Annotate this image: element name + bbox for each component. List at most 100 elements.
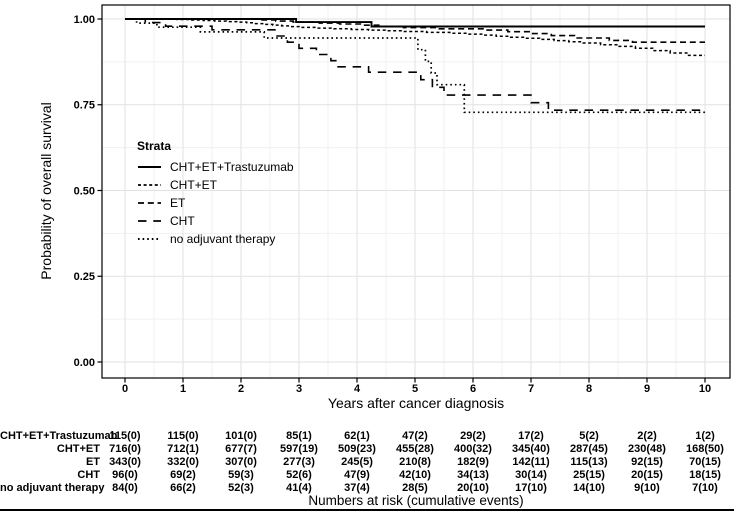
risk-cell: 42(10) bbox=[399, 469, 431, 481]
risk-cell: 85(1) bbox=[286, 430, 312, 442]
figure-bottom-border bbox=[0, 509, 734, 511]
risk-cell: 62(1) bbox=[344, 430, 370, 442]
legend-item-cht-et: CHT+ET bbox=[137, 176, 294, 194]
x-tick-label: 2 bbox=[238, 383, 244, 395]
y-tick-label: 0.25 bbox=[74, 271, 95, 283]
y-tick-label: 0.00 bbox=[74, 357, 95, 369]
risk-row-label-et: ET bbox=[85, 456, 100, 468]
risk-cell: 66(2) bbox=[170, 482, 196, 494]
risk-cell: 34(13) bbox=[457, 469, 489, 481]
x-axis-title: Years after cancer diagnosis bbox=[327, 395, 505, 411]
legend-label: no adjuvant therapy bbox=[170, 232, 276, 246]
risk-cell: 287(45) bbox=[570, 443, 608, 455]
risk-cell: 47(2) bbox=[402, 430, 428, 442]
risk-cell: 70(15) bbox=[689, 456, 721, 468]
risk-cell: 677(7) bbox=[225, 443, 257, 455]
risk-cell: 20(10) bbox=[457, 482, 489, 494]
legend-item-cht: CHT bbox=[137, 212, 294, 230]
risk-cell: 455(28) bbox=[396, 443, 434, 455]
risk-row-label-cht: CHT bbox=[77, 469, 100, 481]
x-tick-label: 0 bbox=[122, 383, 128, 395]
curve-cht-et-trastuzumab bbox=[125, 18, 705, 28]
risk-cell: 52(3) bbox=[228, 482, 254, 494]
panel-border bbox=[101, 4, 731, 379]
risk-cell: 168(50) bbox=[686, 443, 724, 455]
y-tick-label: 1.00 bbox=[74, 14, 95, 26]
risk-cell: 307(0) bbox=[225, 456, 257, 468]
risk-cell: 245(5) bbox=[341, 456, 373, 468]
legend-label: ET bbox=[170, 196, 186, 210]
legend-title: Strata bbox=[137, 139, 172, 153]
risk-cell: 29(2) bbox=[460, 430, 486, 442]
risk-cell: 182(9) bbox=[457, 456, 489, 468]
risk-cell: 17(2) bbox=[518, 430, 544, 442]
y-tick-label: 0.75 bbox=[74, 100, 95, 112]
legend-label: CHT+ET+Trastuzumab bbox=[170, 160, 294, 174]
risk-cell: 7(10) bbox=[692, 482, 718, 494]
legend-label: CHT bbox=[170, 214, 195, 228]
risk-cell: 30(14) bbox=[515, 469, 547, 481]
risk-cell: 400(32) bbox=[454, 443, 492, 455]
risk-cell: 277(3) bbox=[283, 456, 315, 468]
risk-row-label-cht-et-trastuzumab: CHT+ET+Trastuzumab bbox=[0, 430, 118, 442]
curve-no-adjuvant-therapy bbox=[125, 18, 705, 114]
risk-cell: 1(2) bbox=[695, 430, 715, 442]
legend-label: CHT+ET bbox=[170, 178, 218, 192]
risk-cell: 142(11) bbox=[512, 456, 550, 468]
risk-cell: 17(10) bbox=[515, 482, 547, 494]
x-tick-label: 6 bbox=[470, 383, 476, 395]
risk-cell: 115(0) bbox=[167, 430, 199, 442]
risk-cell: 712(1) bbox=[167, 443, 199, 455]
risk-table-caption: Numbers at risk (cumulative events) bbox=[308, 493, 524, 508]
x-tick-label: 3 bbox=[296, 383, 302, 395]
x-tick-label: 9 bbox=[644, 383, 650, 395]
risk-row-label-cht-et: CHT+ET bbox=[56, 443, 100, 455]
legend-item-et: ET bbox=[137, 194, 294, 212]
risk-cell: 345(40) bbox=[512, 443, 550, 455]
risk-cell: 332(0) bbox=[167, 456, 199, 468]
risk-cell: 509(23) bbox=[338, 443, 376, 455]
risk-cell: 41(4) bbox=[286, 482, 312, 494]
legend-item-cht-et-trastuzumab: CHT+ET+Trastuzumab bbox=[137, 158, 294, 176]
risk-cell: 5(2) bbox=[579, 430, 599, 442]
risk-cell: 84(0) bbox=[112, 482, 138, 494]
risk-cell: 20(15) bbox=[631, 469, 663, 481]
x-tick-label: 8 bbox=[586, 383, 592, 395]
risk-cell: 115(13) bbox=[570, 456, 608, 468]
curve-et bbox=[125, 18, 705, 43]
risk-cell: 59(3) bbox=[228, 469, 254, 481]
risk-cell: 14(10) bbox=[573, 482, 605, 494]
x-tick-label: 7 bbox=[528, 383, 534, 395]
risk-cell: 230(48) bbox=[628, 443, 666, 455]
risk-cell: 47(9) bbox=[344, 469, 370, 481]
risk-cell: 2(2) bbox=[637, 430, 657, 442]
risk-cell: 96(0) bbox=[112, 469, 138, 481]
risk-cell: 25(15) bbox=[573, 469, 605, 481]
strata-legend: Strata CHT+ET+Trastuzumab CHT+ET ET CHT no a… bbox=[137, 139, 294, 248]
risk-cell: 18(15) bbox=[689, 469, 721, 481]
risk-cell: 52(6) bbox=[286, 469, 312, 481]
risk-cell: 37(4) bbox=[344, 482, 370, 494]
x-tick-label: 1 bbox=[180, 383, 186, 395]
curve-cht-et bbox=[125, 18, 705, 57]
legend-items: CHT+ET+Trastuzumab CHT+ET ET CHT no adjuvant… bbox=[137, 158, 294, 248]
legend-line-sample-long-dash bbox=[138, 220, 161, 222]
legend-item-no-adjuvant-therapy: no adjuvant therapy bbox=[137, 230, 294, 248]
risk-cell: 210(8) bbox=[399, 456, 431, 468]
risk-cell: 28(5) bbox=[402, 482, 428, 494]
risk-cell: 9(10) bbox=[634, 482, 660, 494]
x-tick-label: 10 bbox=[699, 383, 711, 395]
y-axis-title: Probability of overall survival bbox=[38, 102, 54, 280]
risk-cell: 343(0) bbox=[109, 456, 141, 468]
risk-cell: 92(15) bbox=[631, 456, 663, 468]
x-tick-label: 4 bbox=[354, 383, 361, 395]
risk-cell: 115(0) bbox=[109, 430, 141, 442]
legend-line-sample-dotted bbox=[138, 238, 161, 240]
risk-cell: 69(2) bbox=[170, 469, 196, 481]
legend-line-sample-medium-dash bbox=[138, 202, 161, 204]
x-tick-label: 5 bbox=[412, 383, 418, 395]
legend-line-sample-solid bbox=[138, 165, 161, 169]
survival-plot: 0 1 2 3 4 5 6 7 8 9 10 0.00 0.25 0.50 0.75 1.00 bbox=[74, 4, 731, 395]
risk-cell: 597(19) bbox=[280, 443, 318, 455]
